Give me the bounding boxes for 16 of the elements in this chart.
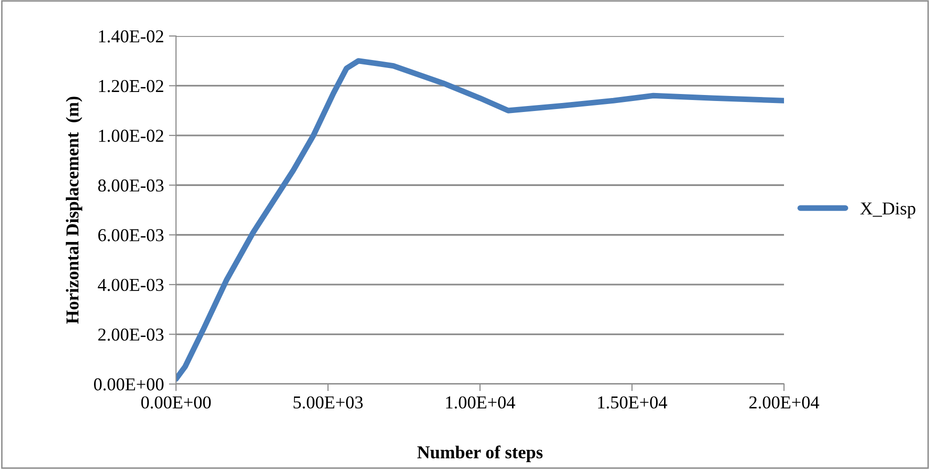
legend-label: X_Disp [860, 202, 916, 218]
y-tick-label: 1.40E-02 [99, 30, 164, 43]
y-tick-label: 0.00E+00 [94, 378, 164, 391]
y-axis-title: Horizontal Displacement (m) [66, 96, 82, 324]
y-tick-label: 1.00E-02 [99, 130, 164, 142]
x-tick-label: 0.00E+00 [141, 396, 211, 409]
x-tick-label: 2.00E+04 [749, 396, 820, 409]
y-tick-label: 6.00E-03 [98, 229, 164, 242]
y-tick-label: 1.20E-02 [99, 80, 164, 92]
y-tick-label: 8.00E-03 [98, 179, 164, 192]
y-tick-label: 2.00E-03 [98, 328, 164, 341]
x-tick-label: 1.00E+04 [446, 396, 516, 409]
x-axis-title: Number of steps [417, 446, 543, 462]
x-tick-label: 5.00E+03 [294, 396, 363, 409]
y-tick-label: 4.00E-03 [98, 278, 164, 292]
x-tick-label: 1.50E+04 [598, 396, 668, 409]
